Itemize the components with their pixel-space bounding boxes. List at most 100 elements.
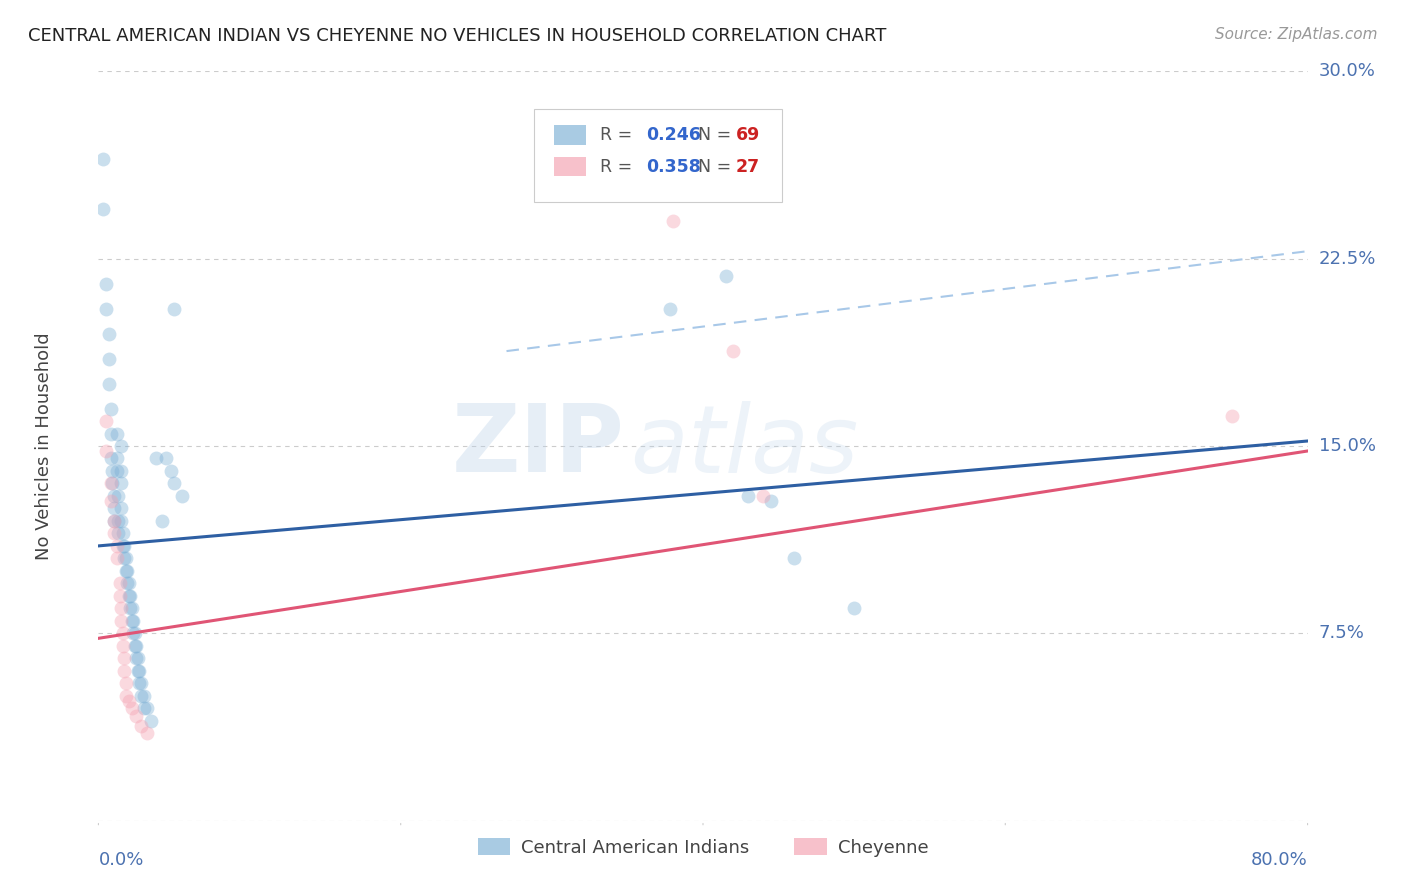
Text: 69: 69 xyxy=(735,126,759,144)
Point xyxy=(141,714,163,728)
Point xyxy=(155,451,177,466)
Point xyxy=(128,664,150,678)
Point xyxy=(844,601,866,615)
Point xyxy=(103,489,125,503)
FancyBboxPatch shape xyxy=(534,109,782,202)
Point xyxy=(783,551,806,566)
Point xyxy=(103,501,125,516)
Point xyxy=(114,689,136,703)
Point xyxy=(101,464,124,478)
Point xyxy=(105,426,128,441)
Point xyxy=(118,576,141,591)
Point xyxy=(110,464,132,478)
Point xyxy=(122,614,145,628)
Point xyxy=(121,701,143,715)
Point xyxy=(714,269,737,284)
Text: Source: ZipAtlas.com: Source: ZipAtlas.com xyxy=(1215,27,1378,42)
Point xyxy=(105,451,128,466)
Point xyxy=(100,401,122,416)
Text: R =: R = xyxy=(600,158,638,176)
Point xyxy=(110,514,132,528)
Text: 22.5%: 22.5% xyxy=(1319,250,1376,268)
Point xyxy=(100,476,122,491)
Point xyxy=(103,514,125,528)
Point xyxy=(145,451,167,466)
Point xyxy=(94,301,117,316)
Point xyxy=(98,351,121,366)
Point xyxy=(124,639,146,653)
Point xyxy=(111,626,134,640)
Point xyxy=(135,701,157,715)
Point xyxy=(91,152,114,166)
Point xyxy=(94,414,117,428)
Point xyxy=(121,614,143,628)
Point xyxy=(1220,409,1243,423)
Bar xyxy=(554,125,586,145)
Point xyxy=(129,676,152,690)
Point xyxy=(125,708,148,723)
Point xyxy=(103,514,125,528)
Point xyxy=(128,676,150,690)
Point xyxy=(114,676,136,690)
Point xyxy=(98,376,121,391)
Text: 30.0%: 30.0% xyxy=(1319,62,1375,80)
Point xyxy=(103,526,125,541)
Point xyxy=(121,601,143,615)
Bar xyxy=(554,157,586,177)
Point xyxy=(100,494,122,508)
Point xyxy=(658,301,681,316)
Point xyxy=(120,601,142,615)
Point xyxy=(122,626,145,640)
Point xyxy=(112,651,135,665)
Point xyxy=(105,551,128,566)
Point xyxy=(118,694,141,708)
Point xyxy=(129,689,152,703)
Point xyxy=(114,564,136,578)
Legend: Central American Indians, Cheyenne: Central American Indians, Cheyenne xyxy=(471,830,935,864)
Point xyxy=(107,514,129,528)
Point xyxy=(124,626,146,640)
Point xyxy=(110,439,132,453)
Point xyxy=(125,639,148,653)
Point xyxy=(100,451,122,466)
Point xyxy=(132,689,155,703)
Point xyxy=(129,719,152,733)
Point xyxy=(115,564,138,578)
Point xyxy=(118,589,141,603)
Point xyxy=(163,301,186,316)
Point xyxy=(91,202,114,216)
Point xyxy=(127,651,149,665)
Point xyxy=(112,551,135,566)
Point xyxy=(752,489,775,503)
Point xyxy=(160,464,183,478)
Point xyxy=(114,551,136,566)
Point xyxy=(111,526,134,541)
Text: 0.358: 0.358 xyxy=(647,158,702,176)
Point xyxy=(107,489,129,503)
Text: 15.0%: 15.0% xyxy=(1319,437,1375,455)
Point xyxy=(110,601,132,615)
Text: 0.0%: 0.0% xyxy=(98,851,143,869)
Point xyxy=(94,277,117,291)
Point xyxy=(111,639,134,653)
Text: R =: R = xyxy=(600,126,638,144)
Point xyxy=(737,489,759,503)
Point xyxy=(105,539,128,553)
Point xyxy=(105,464,128,478)
Point xyxy=(135,726,157,740)
Text: 80.0%: 80.0% xyxy=(1251,851,1308,869)
Text: ZIP: ZIP xyxy=(451,400,624,492)
Point xyxy=(132,701,155,715)
Point xyxy=(163,476,186,491)
Text: 27: 27 xyxy=(735,158,759,176)
Point xyxy=(112,664,135,678)
Point xyxy=(112,539,135,553)
Point xyxy=(125,651,148,665)
Point xyxy=(107,526,129,541)
Point xyxy=(115,576,138,591)
Text: atlas: atlas xyxy=(630,401,859,491)
Text: No Vehicles in Household: No Vehicles in Household xyxy=(35,332,53,560)
Point xyxy=(150,514,173,528)
Text: N =: N = xyxy=(688,158,737,176)
Text: 0.246: 0.246 xyxy=(647,126,702,144)
